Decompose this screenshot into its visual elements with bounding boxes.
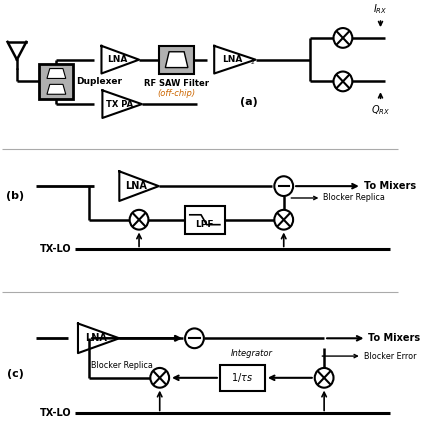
Polygon shape — [47, 69, 66, 78]
Text: LNA: LNA — [222, 55, 242, 64]
Text: TX-LO: TX-LO — [40, 244, 72, 255]
Bar — [159, 46, 195, 73]
Text: LNA: LNA — [85, 333, 107, 343]
Circle shape — [334, 72, 352, 91]
Text: $1/\tau s$: $1/\tau s$ — [231, 371, 253, 384]
Text: Integrator: Integrator — [231, 349, 273, 358]
Circle shape — [315, 368, 334, 388]
Circle shape — [274, 210, 293, 230]
Text: $_2$: $_2$ — [250, 58, 255, 67]
Text: LPF: LPF — [196, 220, 214, 229]
Text: $I_{RX}$: $I_{RX}$ — [373, 2, 388, 16]
Text: $Q_{RX}$: $Q_{RX}$ — [371, 103, 390, 117]
Text: Duplexer: Duplexer — [76, 77, 122, 86]
Polygon shape — [47, 85, 66, 94]
Circle shape — [334, 28, 352, 48]
Text: To Mixers: To Mixers — [368, 333, 420, 343]
Circle shape — [274, 176, 293, 196]
Bar — [185, 206, 225, 234]
Text: To Mixers: To Mixers — [363, 181, 416, 191]
Text: (a): (a) — [240, 97, 258, 107]
Text: RF SAW Filter: RF SAW Filter — [144, 79, 209, 89]
Text: Blocker Error: Blocker Error — [363, 352, 416, 360]
Text: (off-chip): (off-chip) — [158, 89, 196, 98]
Circle shape — [185, 328, 204, 348]
Text: LNA: LNA — [107, 55, 128, 64]
Text: (b): (b) — [6, 191, 24, 201]
Text: LNA: LNA — [125, 181, 147, 191]
Polygon shape — [165, 52, 188, 68]
Text: TX-LO: TX-LO — [40, 409, 72, 418]
Text: (c): (c) — [6, 369, 23, 379]
Text: Blocker Replica: Blocker Replica — [323, 194, 385, 202]
Circle shape — [130, 210, 148, 230]
Text: Blocker Replica: Blocker Replica — [91, 361, 153, 370]
Circle shape — [150, 368, 169, 388]
Text: TX PA: TX PA — [106, 100, 133, 109]
Bar — [220, 365, 265, 391]
Bar — [40, 64, 73, 99]
